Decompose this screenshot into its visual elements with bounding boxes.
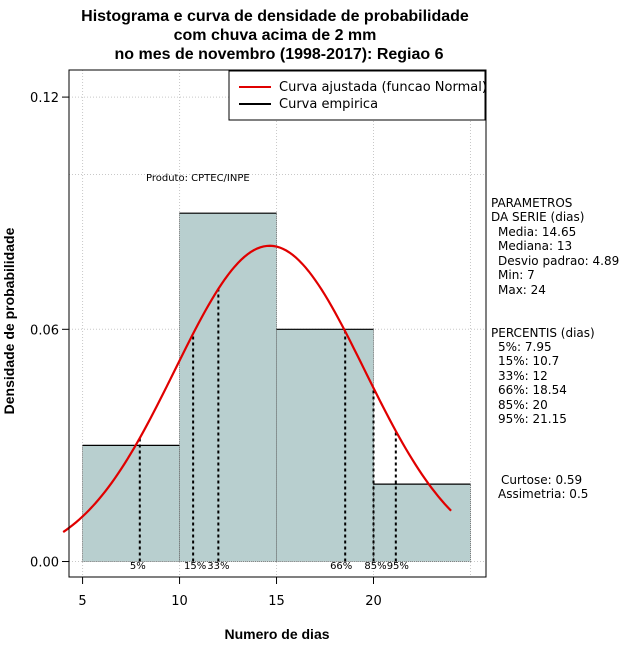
percentis-header: PERCENTIS (dias) <box>491 326 595 340</box>
percentile-label-2: 33% <box>207 561 229 572</box>
histogram-bars <box>82 212 471 562</box>
x-tick-label-1: 10 <box>171 594 188 609</box>
x-tick-label-3: 20 <box>365 594 382 609</box>
chart-title-line-3: no mes de novembro (1998-2017): Regiao 6 <box>115 46 444 63</box>
param-min: Min: 7 <box>498 268 535 282</box>
params-header-1: PARAMETROS <box>491 196 572 210</box>
percentil-66: 66%: 18.54 <box>498 383 567 397</box>
percentile-lines: 5% 15% 33% 66% 85% 95% <box>130 288 409 572</box>
percentil-15: 15%: 10.7 <box>498 354 559 368</box>
x-tick-label-2: 15 <box>268 594 285 609</box>
product-label: Produto: CPTEC/INPE <box>146 173 250 184</box>
percentil-85: 85%: 20 <box>498 398 548 412</box>
x-tick-label-0: 5 <box>78 594 86 609</box>
y-axis-title: Densidade de probabilidade <box>1 227 17 414</box>
param-desvio: Desvio padrao: 4.89 <box>498 254 619 268</box>
normal-curve <box>62 244 452 533</box>
legend-label-empirical: Curva empirica <box>279 97 378 112</box>
percentile-label-1: 15% <box>184 561 206 572</box>
percentile-label-4: 85% <box>364 561 386 572</box>
histogram-bar-3 <box>373 483 471 562</box>
assimetria-value: Assimetria: 0.5 <box>498 487 588 501</box>
legend-box <box>228 70 486 121</box>
y-tick-label-0: 0.00 <box>30 556 59 571</box>
y-tick-label-1: 0.06 <box>30 323 59 338</box>
percentil-5: 5%: 7.95 <box>498 340 552 354</box>
legend-label-fitted: Curva ajustada (funcao Normal) <box>279 80 487 95</box>
plot-frame <box>68 69 487 578</box>
percentil-33: 33%: 12 <box>498 369 548 383</box>
param-max: Max: 24 <box>498 283 546 297</box>
axes: 5 10 15 20 0.00 0.06 0.12 <box>30 91 382 609</box>
y-tick-label-2: 0.12 <box>30 91 59 106</box>
percentil-95: 95%: 21.15 <box>498 412 567 426</box>
percentile-label-0: 5% <box>130 561 146 572</box>
x-axis-title: Numero de dias <box>224 626 329 642</box>
histogram-bar-2 <box>276 328 374 562</box>
curtose-value: Curtose: 0.59 <box>501 473 582 487</box>
legend: Curva ajustada (funcao Normal) Curva emp… <box>228 70 487 121</box>
params-header-2: DA SERIE (dias) <box>491 210 584 224</box>
stats-panel: PARAMETROS DA SERIE (dias) Media: 14.65 … <box>491 196 619 501</box>
percentile-label-3: 66% <box>330 561 352 572</box>
percentile-label-5: 95% <box>387 561 409 572</box>
chart-title-line-1: Histograma e curva de densidade de proba… <box>81 8 469 25</box>
normal-curve-layer <box>62 244 452 533</box>
param-media: Media: 14.65 <box>498 225 576 239</box>
param-mediana: Mediana: 13 <box>498 239 572 253</box>
histogram-bar-0 <box>82 445 180 562</box>
chart-title-line-2: com chuva acima de 2 mm <box>174 27 377 44</box>
